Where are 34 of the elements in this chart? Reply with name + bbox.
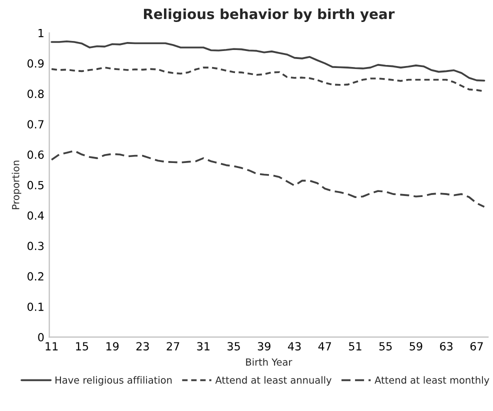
legend-label: Attend at least monthly <box>374 376 490 386</box>
x-tick-label: 43 <box>288 342 301 350</box>
x-tick-label: 15 <box>76 342 88 350</box>
y-tick-label: 0.6 <box>28 150 44 159</box>
y-tick-label: 0.2 <box>28 272 44 281</box>
y-axis-title: Proportion <box>12 160 22 210</box>
y-tick-label: 0.7 <box>28 120 44 128</box>
x-axis-title: Birth Year <box>246 358 292 366</box>
line-series <box>50 150 486 208</box>
x-tick-label: 35 <box>228 342 240 350</box>
x-tick-label: 39 <box>258 342 270 350</box>
x-tick-label: 47 <box>318 342 331 350</box>
y-tick-label: 0 <box>38 332 44 342</box>
y-tick-label: 0.1 <box>28 302 44 311</box>
x-tick-label: 51 <box>349 342 362 350</box>
x-tick-label: 55 <box>379 342 392 350</box>
x-tick-label: 31 <box>197 342 210 350</box>
y-tick-label: 1 <box>38 29 44 38</box>
y-tick-label: 0.5 <box>28 180 44 190</box>
y-tick-label: 0.4 <box>28 211 44 220</box>
x-tick-label: 19 <box>106 342 119 350</box>
chart-title: Religious behavior by birth year <box>144 8 395 22</box>
y-tick-label: 0.3 <box>28 242 44 250</box>
x-tick-label: 23 <box>136 342 149 350</box>
x-tick-label: 27 <box>166 342 180 350</box>
x-tick-label: 67 <box>470 342 483 350</box>
x-tick-label: 63 <box>440 342 452 350</box>
legend-label: Have religious affiliation <box>56 376 172 386</box>
line-series <box>50 40 486 82</box>
y-tick-label: 0.8 <box>28 90 44 98</box>
y-tick-label: 0.9 <box>28 59 44 68</box>
x-tick-label: 11 <box>46 342 58 350</box>
x-tick-label: 59 <box>410 342 422 350</box>
legend-label: Attend at least annually <box>215 376 332 386</box>
